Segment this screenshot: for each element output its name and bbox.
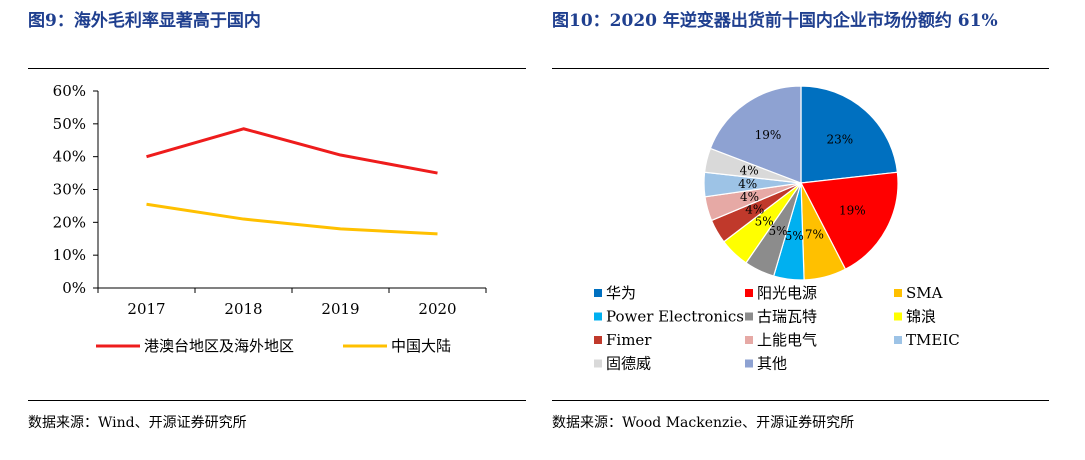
pie-data-label: 4% [740, 163, 759, 177]
legend-swatch [594, 312, 602, 321]
left-title-rule [28, 68, 526, 69]
legend-label: 固德威 [606, 355, 651, 373]
x-tick-label: 2017 [127, 300, 165, 318]
x-tick-label: 2019 [321, 300, 359, 318]
series-line-2 [146, 202, 438, 236]
pie-slice [709, 85, 802, 184]
pie-data-label: 5% [755, 215, 774, 229]
right-title-rule [552, 68, 1049, 69]
legend-swatch [594, 359, 602, 368]
x-tick-label: 2018 [224, 300, 262, 318]
cutoff-text [300, 447, 1060, 460]
right-source: 数据来源：Wood Mackenzie、开源证券研究所 [552, 415, 855, 431]
pie-data-label: 7% [805, 228, 824, 242]
legend-label: 其他 [757, 355, 787, 373]
legend-swatch [745, 312, 753, 321]
legend-swatch [894, 312, 902, 321]
pie-data-label: 19% [839, 203, 866, 217]
pie-chart: 23%19%7%5%5%5%4%4%4%4%19%华为 阳光电源 SMAPower … [594, 85, 960, 373]
y-tick-label: 60% [53, 82, 86, 100]
pie-slice [800, 85, 899, 184]
y-tick-label: 40% [53, 148, 86, 166]
legend-swatch [894, 289, 902, 297]
pie-data-label: 4% [738, 177, 757, 191]
y-tick-label: 0% [62, 279, 86, 297]
legend-label: 华为 [606, 284, 636, 302]
legend-swatch [594, 289, 602, 297]
legend-swatch [745, 289, 753, 297]
legend-label: Fimer [606, 331, 652, 349]
legend-label: TMEIC [906, 331, 960, 349]
y-tick-label: 10% [53, 246, 86, 264]
right-source-rule [552, 400, 1049, 401]
legend-label: Power Electronics [606, 308, 744, 326]
legend-label: 中国大陆 [391, 337, 451, 355]
left-figure: 图9：海外毛利率显著高于国内 0% 10% 20% 30% 40% 50% 60% 2017 2… [28, 0, 526, 460]
pie-slice [800, 171, 899, 271]
left-source-rule [28, 400, 526, 401]
pie-data-label: 4% [740, 190, 759, 204]
left-source: 数据来源：Wind、开源证券研究所 [28, 415, 247, 431]
legend-label: 上能电气 [757, 331, 817, 349]
legend-swatch [894, 336, 902, 344]
legend-swatch [594, 336, 602, 344]
x-tick-label: 2020 [418, 300, 456, 318]
legend-label: 古瑞瓦特 [757, 308, 817, 326]
legend-label: 港澳台地区及海外地区 [144, 337, 294, 355]
pie-data-label: 4% [745, 203, 764, 217]
legend-label: 阳光电源 [757, 284, 817, 302]
left-figure-title: 图9：海外毛利率显著高于国内 [28, 11, 261, 31]
line-chart: 0% 10% 20% 30% 40% 50% 60% 2017 2018 2019 2020 港澳台地… [53, 82, 487, 355]
legend-swatch [745, 336, 753, 344]
right-figure: 图10：2020 年逆变器出货前十国内企业市场份额约 61% 23% 19% 7% 5… [552, 0, 1049, 460]
legend-label: SMA [906, 284, 943, 302]
pie-data-label: 5% [769, 224, 788, 238]
y-tick-label: 30% [53, 181, 86, 199]
legend-label: 锦浪 [906, 308, 936, 326]
y-tick-label: 50% [53, 115, 86, 133]
right-figure-title: 图10：2020 年逆变器出货前十国内企业市场份额约 61% [552, 11, 998, 31]
pie-data-label: 5% [785, 229, 804, 243]
series-line-1 [146, 127, 438, 175]
y-tick-label: 20% [53, 213, 86, 231]
pie-data-label: 23% [826, 133, 853, 147]
legend-swatch [745, 359, 753, 368]
pie-data-label: 19% [755, 128, 782, 142]
